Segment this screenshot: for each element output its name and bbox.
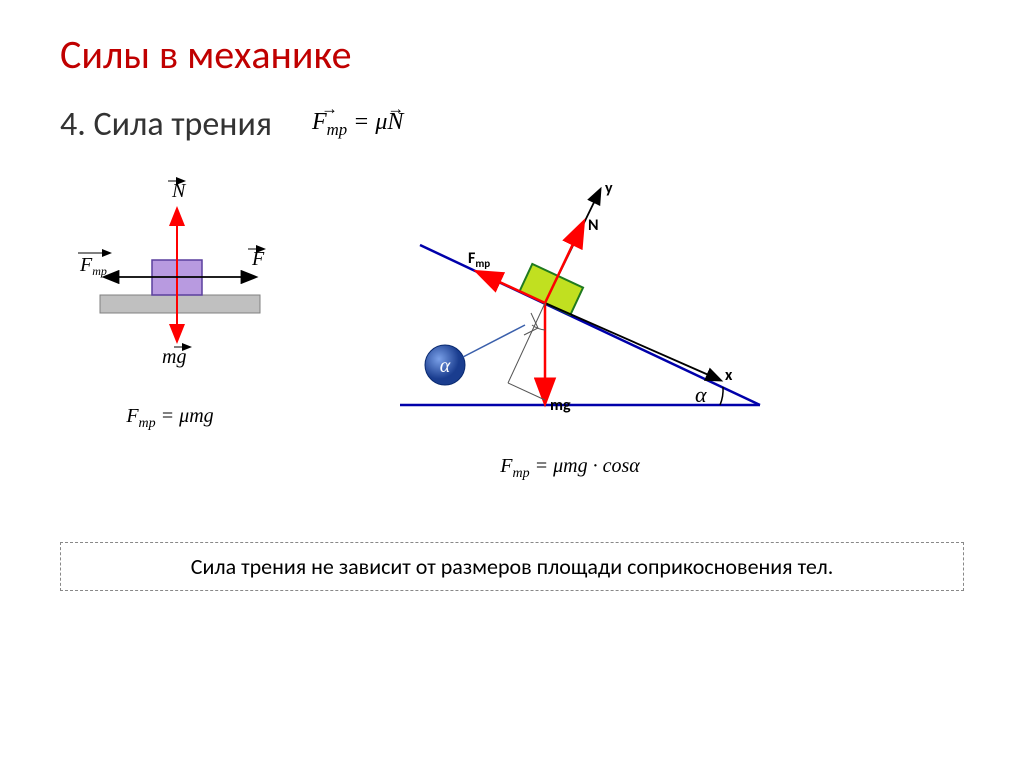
svg-text:F: F [251,248,265,270]
incline-diagram: α y x N Fmp mg [360,175,780,435]
flat-diagram: N F Fтр mg [60,175,280,385]
svg-text:Fmp: Fmp [468,249,490,270]
incline-equation: Fтр = μmg · cosα [500,455,639,482]
svg-text:mg: mg [162,346,186,368]
svg-text:α: α [695,382,707,407]
note-box: Сила трения не зависит от размеров площа… [60,542,964,591]
page-title: Силы в механике [60,30,964,79]
svg-text:N: N [171,180,187,202]
flat-diagram-col: N F Fтр mg Fтр = μmg [60,175,280,432]
incline-diagram-col: α y x N Fmp mg [360,175,780,482]
svg-text:y: y [605,179,613,198]
flat-equation: Fтр = μmg [126,405,213,432]
main-formula: Fтр = μN [312,109,403,140]
subtitle-row: 4. Сила трения Fтр = μN [60,104,964,145]
svg-text:α: α [440,355,451,377]
diagrams-row: N F Fтр mg Fтр = μmg [60,175,964,482]
svg-text:mg: mg [550,396,571,415]
subtitle: 4. Сила трения [60,104,272,145]
svg-text:Fтр: Fтр [79,254,107,278]
svg-text:N: N [588,216,599,235]
svg-text:x: x [725,366,733,385]
